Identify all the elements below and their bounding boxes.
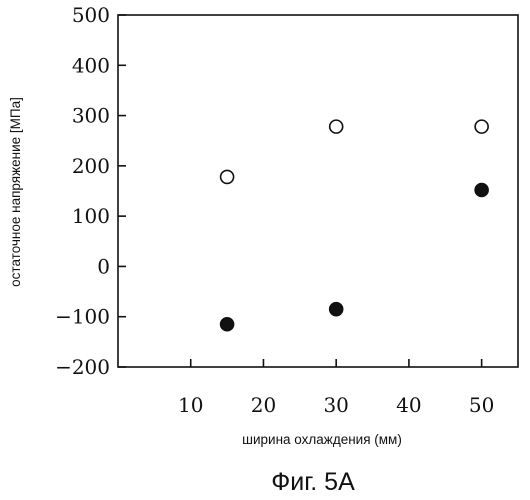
plot-area — [118, 15, 518, 367]
x-tick-label: 50 — [469, 393, 494, 417]
open-data-point — [221, 170, 234, 183]
x-tick-label: 30 — [323, 393, 348, 417]
x-tick-label: 40 — [396, 393, 421, 417]
y-tick-label: 200 — [72, 154, 110, 178]
x-tick-label: 10 — [178, 393, 203, 417]
x-axis-title: ширина охлаждения (мм) — [242, 432, 402, 447]
y-axis-title: остаточное напряжение [МПа] — [8, 97, 23, 287]
figure-caption: Фиг. 5А — [271, 468, 355, 496]
open-data-point — [330, 120, 343, 133]
data-points — [221, 120, 489, 331]
y-tick-label: 500 — [72, 3, 110, 27]
y-tick-label: 0 — [97, 254, 110, 278]
filled-data-point — [221, 318, 234, 331]
open-data-point — [475, 120, 488, 133]
y-axis: 500 400 300 200 100 0 −100 −200 — [55, 3, 126, 379]
y-tick-label: −100 — [55, 305, 110, 329]
y-tick-label: −200 — [55, 355, 110, 379]
filled-data-point — [475, 183, 488, 196]
filled-data-point — [330, 303, 343, 316]
y-tick-label: 300 — [72, 104, 110, 128]
plot-frame — [118, 15, 518, 367]
y-tick-label: 100 — [72, 204, 110, 228]
y-tick-label: 400 — [72, 53, 110, 77]
x-tick-label: 20 — [251, 393, 276, 417]
